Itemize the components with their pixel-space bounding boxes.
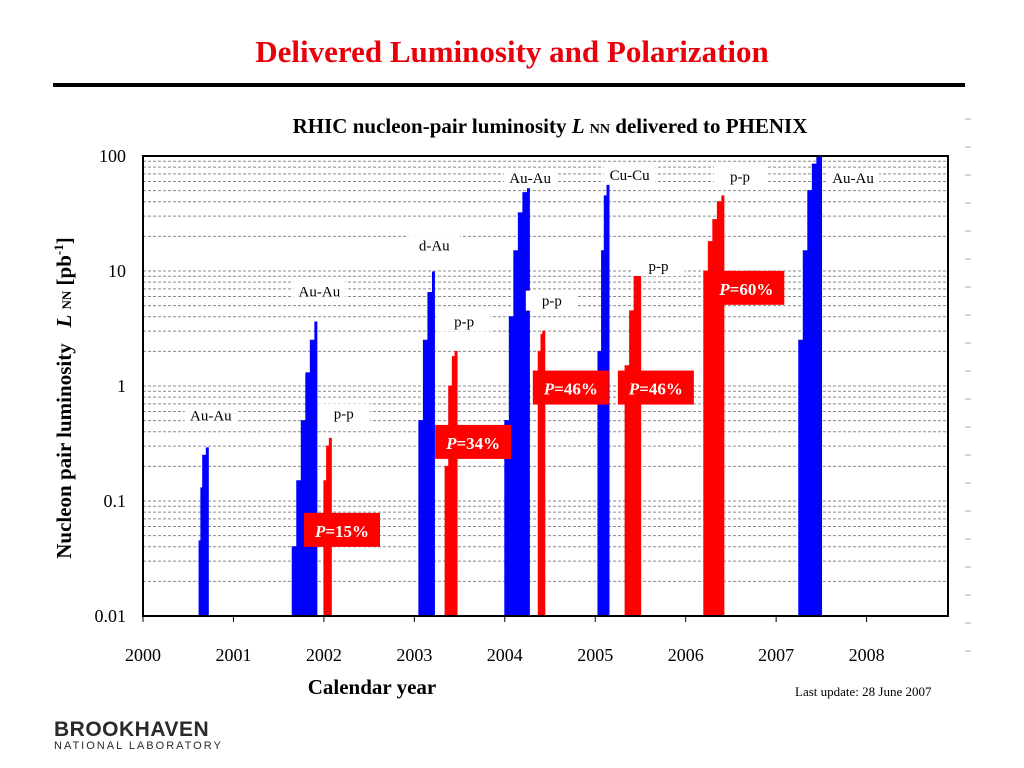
chart-title-suffix: delivered to PHENIX [610, 114, 808, 138]
annotation-bg [438, 311, 491, 332]
series-area-d-au [414, 271, 435, 617]
x-tick-label: 2000 [125, 645, 161, 665]
annotation-bg [525, 290, 578, 311]
species-annotation: p-p [334, 407, 354, 423]
species-annotation: Au-Au [299, 285, 341, 301]
x-tick-label: 2002 [306, 645, 342, 665]
annotation-bg [713, 166, 766, 187]
slide-title: Delivered Luminosity and Polarization [255, 34, 769, 69]
annotation-bg [827, 168, 880, 189]
species-annotation: p-p [542, 294, 562, 310]
y-tick-label: 100 [99, 146, 126, 166]
x-tick-label: 2007 [758, 645, 794, 665]
chart-series [197, 155, 823, 617]
polarization-label: P=15% [314, 522, 369, 541]
annotation-bg [603, 164, 656, 185]
series-area-au-au [197, 447, 209, 617]
chart-title-subscript: NN [589, 122, 611, 137]
species-annotation: p-p [649, 259, 669, 275]
x-tick-label: 2006 [668, 645, 704, 665]
polarization-value: =15% [325, 522, 369, 541]
species-annotation: Au-Au [832, 171, 874, 187]
logo-wordmark: BROOKHAVEN [54, 718, 210, 741]
polarization-value: =34% [456, 434, 500, 453]
x-axis-label: Calendar year [307, 675, 437, 699]
x-tick-label: 2004 [487, 645, 523, 665]
species-annotation: Au-Au [190, 409, 232, 425]
last-update-note: Last update: 28 June 2007 [795, 684, 932, 699]
polarization-symbol: P [445, 434, 457, 453]
chart-annotations: Au-Au Au-Au p-p d-Au p-p Au-Au p-p Cu-Cu p-p p-p A… [184, 164, 880, 547]
x-tick-label: 2001 [215, 645, 251, 665]
chart-title: RHIC nucleon-pair luminosity L NN delive… [140, 114, 960, 139]
polarization-symbol: P [628, 380, 640, 399]
polarization-box [708, 270, 785, 305]
series-area-p-p [441, 350, 458, 617]
annotation-bg [408, 235, 461, 256]
annotation-bg [184, 405, 237, 426]
species-annotation: Cu-Cu [610, 168, 651, 184]
title-divider [53, 83, 965, 87]
y-tick-label: 0.01 [95, 606, 127, 626]
polarization-box [435, 424, 512, 459]
x-tick-label: 2005 [577, 645, 613, 665]
species-annotation: p-p [730, 170, 750, 186]
y-tick-label: 0.1 [104, 491, 127, 511]
logo-subtitle: NATIONAL LABORATORY [54, 740, 223, 752]
polarization-label: P=34% [445, 434, 500, 453]
series-area-au-au [794, 155, 823, 617]
series-area-p-p [699, 195, 725, 617]
polarization-value: =46% [554, 380, 598, 399]
annotation-bg [317, 403, 370, 424]
slide-edge-marks [965, 118, 971, 652]
x-tick-label: 2008 [849, 645, 885, 665]
polarization-label: P=46% [543, 380, 598, 399]
series-area-au-au [287, 321, 318, 617]
polarization-symbol: P [718, 280, 730, 299]
brookhaven-logo: BROOKHAVEN NATIONAL LABORATORY [54, 718, 223, 752]
series-area-au-au [500, 187, 530, 617]
x-tick-label: 2003 [396, 645, 432, 665]
polarization-box [303, 512, 380, 547]
chart-title-symbol: L [571, 114, 585, 138]
series-area-p-p [620, 257, 642, 617]
y-tick-label: 1 [117, 376, 126, 396]
species-annotation: d-Au [419, 239, 450, 255]
y-tick-label: 10 [108, 261, 126, 281]
polarization-symbol: P [314, 522, 326, 541]
species-annotation: p-p [454, 314, 474, 330]
annotation-bg [293, 281, 346, 302]
polarization-value: =60% [730, 280, 774, 299]
chart-title-prefix: RHIC nucleon-pair luminosity [292, 114, 572, 138]
annotation-bg [504, 168, 557, 189]
polarization-symbol: P [543, 380, 555, 399]
plot-area-frame [142, 155, 949, 617]
polarization-value: =46% [639, 380, 683, 399]
chart-ticks: 0.01 0.1 1 10 100 2000 2001 2002 2003 2004 2005 200… [95, 146, 885, 665]
polarization-box [617, 370, 694, 405]
species-annotation: Au-Au [509, 171, 551, 187]
polarization-box [532, 370, 609, 405]
polarization-label: P=60% [718, 280, 773, 299]
polarization-label: P=46% [628, 380, 683, 399]
annotation-bg [632, 256, 685, 276]
